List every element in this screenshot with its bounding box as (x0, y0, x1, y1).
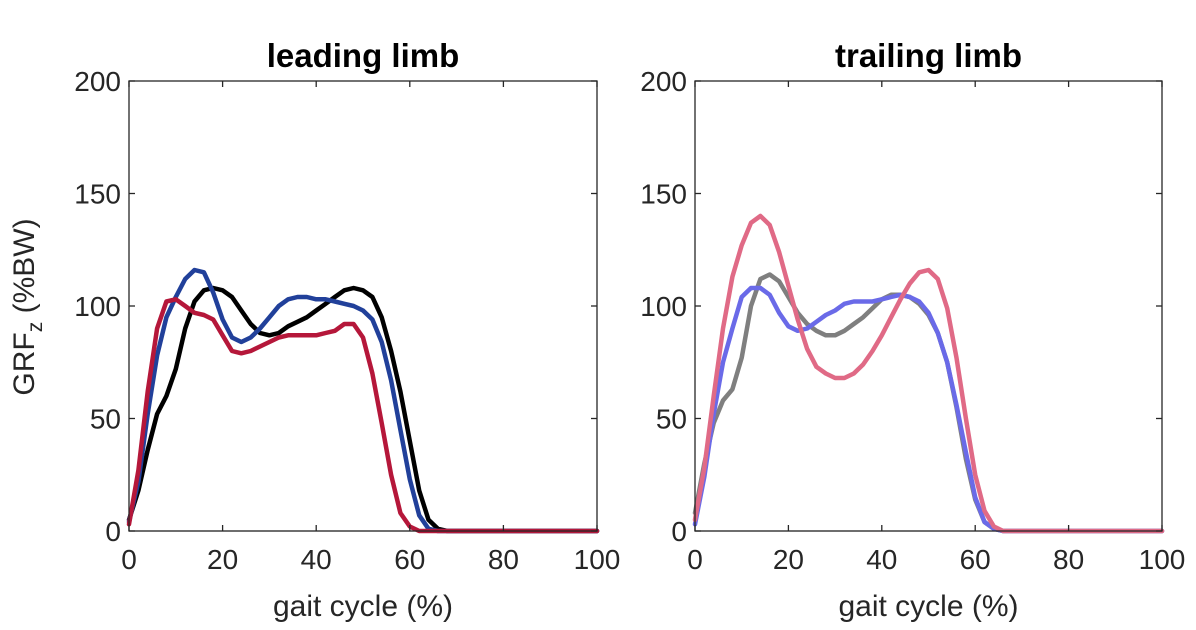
x-tick-label: 100 (1139, 544, 1186, 575)
series-line-2 (126, 267, 600, 534)
y-tick-label: 100 (74, 291, 121, 322)
x-tick-label: 0 (121, 544, 137, 575)
series-line-3 (126, 297, 600, 534)
panel-trailing-limb: 0 20 40 60 80 100 0 50 100 150 200 trailing limb gai… (640, 37, 1185, 623)
series-line-2 (692, 285, 1165, 534)
y-tick-label: 150 (74, 179, 121, 210)
panel-leading-limb: 0 20 40 60 80 100 0 50 100 150 200 leading limb gait… (74, 37, 620, 623)
x-tick-label: 20 (773, 544, 804, 575)
x-tick-label: 40 (301, 544, 332, 575)
x-tick-label: 100 (574, 544, 621, 575)
y-tick-label: 50 (656, 404, 687, 435)
y-axis-label-subscript: z (24, 322, 47, 333)
x-tick-label: 60 (394, 544, 425, 575)
y-axis-label-unit: (%BW) (8, 218, 41, 321)
x-tick-label: 60 (960, 544, 991, 575)
plot-frame (128, 80, 598, 532)
plot-frame (694, 80, 1163, 532)
y-tick-label: 0 (671, 516, 687, 547)
y-axis-label: GRFz (%BW) (8, 218, 47, 395)
y-tick-label: 200 (640, 66, 687, 97)
x-axis-label: gait cycle (%) (838, 590, 1018, 623)
series-line-1 (126, 285, 600, 534)
y-axis-label-main: GRF (8, 332, 41, 395)
x-tick-label: 40 (866, 544, 897, 575)
y-tick-label: 0 (105, 516, 121, 547)
series-line-3 (692, 213, 1165, 534)
x-tick-label: 20 (207, 544, 238, 575)
x-tick-label: 80 (488, 544, 519, 575)
x-tick-label: 0 (687, 544, 703, 575)
y-tick-label: 200 (74, 66, 121, 97)
y-tick-label: 100 (640, 291, 687, 322)
chart-title: trailing limb (835, 37, 1022, 74)
x-tick-label: 80 (1053, 544, 1084, 575)
x-axis-label: gait cycle (%) (273, 590, 453, 623)
chart-title: leading limb (267, 37, 460, 74)
y-tick-label: 150 (640, 179, 687, 210)
y-tick-label: 50 (90, 404, 121, 435)
